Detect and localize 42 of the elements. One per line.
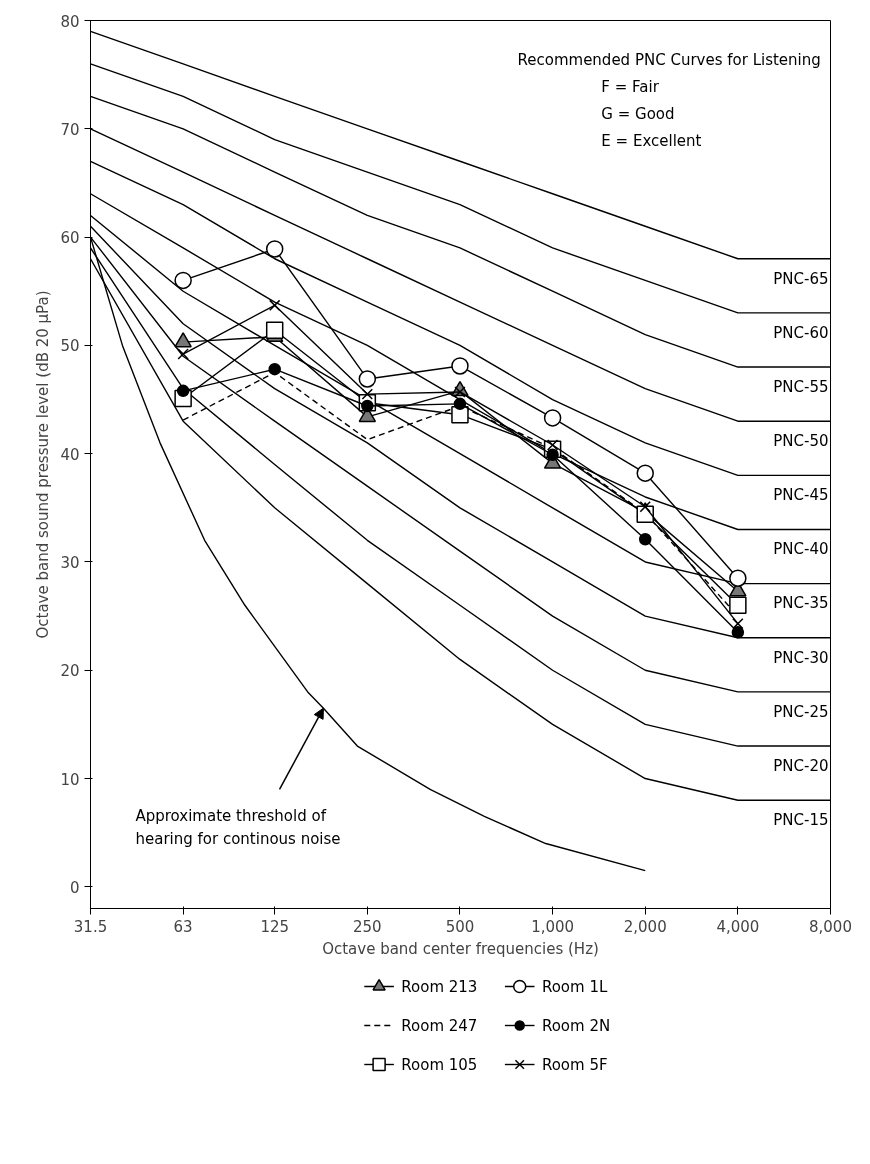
y-axis-title: Octave band sound pressure level (dB 20 μPa): [34, 290, 53, 639]
legend-label: Room 1L: [541, 977, 608, 996]
x-tick-label: 500: [445, 917, 475, 936]
series-label: PNC-15: [773, 811, 829, 830]
annotation: G = Good: [601, 105, 675, 124]
series-label: PNC-50: [773, 432, 829, 451]
series-label: PNC-30: [773, 648, 829, 667]
series-label: PNC-60: [773, 323, 829, 342]
y-tick-label: 20: [60, 662, 80, 681]
annotation: E = Excellent: [601, 132, 702, 151]
series-label: PNC-20: [773, 756, 829, 775]
series-label: PNC-55: [773, 377, 829, 396]
y-tick-label: 30: [60, 553, 80, 572]
y-tick-label: 80: [60, 12, 80, 31]
y-tick-label: 0: [69, 878, 80, 897]
x-tick-label: 63: [173, 917, 193, 936]
x-axis-title: Octave band center frequencies (Hz): [322, 939, 599, 958]
legend-label: Room 105: [401, 1055, 478, 1074]
series-label: PNC-35: [773, 594, 829, 613]
legend-label: Room 5F: [541, 1055, 608, 1074]
x-tick-label: 8,000: [809, 917, 852, 936]
y-tick-label: 10: [60, 770, 80, 789]
annotation: Approximate threshold of hearing for continous noise: [135, 806, 341, 848]
series-label: PNC-45: [773, 486, 829, 505]
series-label: PNC-40: [773, 540, 829, 559]
y-tick-label: 40: [60, 445, 80, 464]
legend-label: Room 213: [401, 977, 478, 996]
x-tick-label: 250: [353, 917, 382, 936]
annotation: F = Fair: [601, 78, 660, 97]
x-tick-label: 1,000: [531, 917, 575, 936]
x-tick-label: 4,000: [716, 917, 760, 936]
legend-label: Room 247: [401, 1016, 478, 1035]
y-tick-label: 70: [60, 120, 80, 139]
x-tick-label: 125: [260, 917, 290, 936]
x-tick-label: 31.5: [73, 917, 108, 936]
x-tick-label: 2,000: [623, 917, 667, 936]
annotation: Recommended PNC Curves for Listening: [517, 51, 821, 70]
y-tick-label: 60: [60, 229, 80, 248]
series-label: PNC-25: [773, 702, 829, 721]
series-label: PNC-65: [773, 269, 829, 288]
legend-label: Room 2N: [541, 1016, 611, 1035]
y-tick-label: 50: [60, 337, 80, 356]
